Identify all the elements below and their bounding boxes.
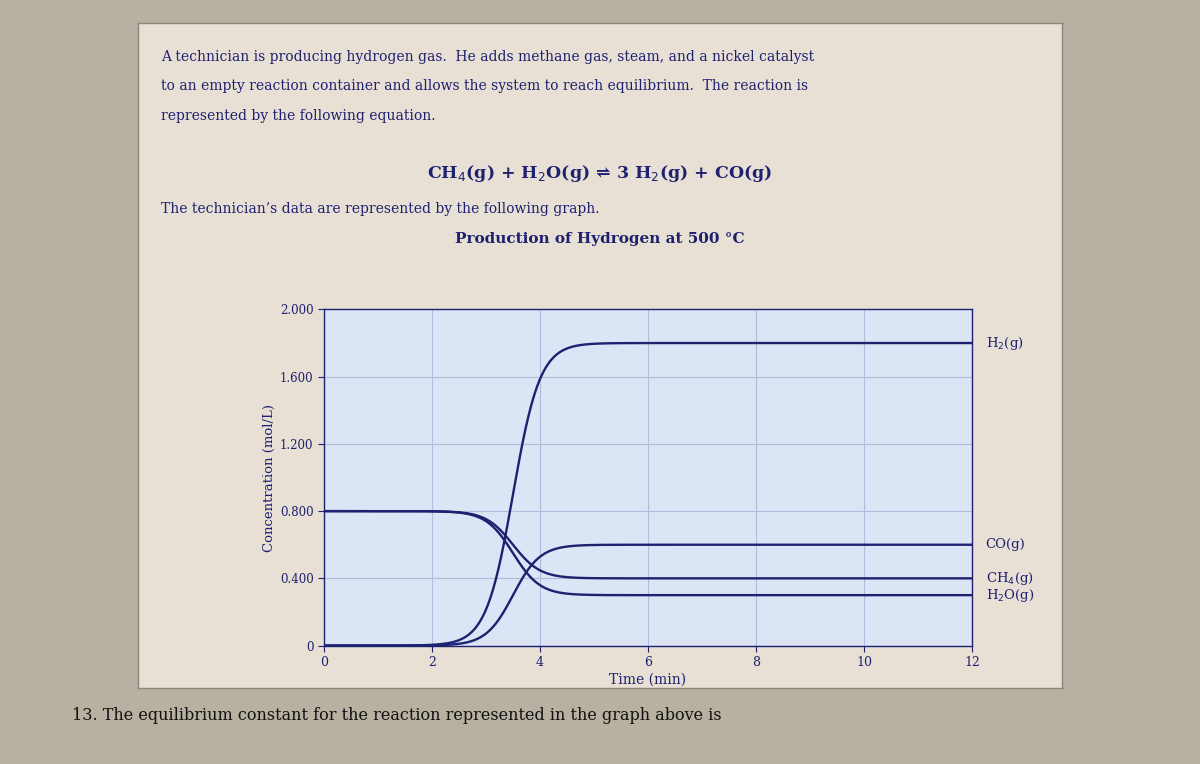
Text: 13. The equilibrium constant for the reaction represented in the graph above is: 13. The equilibrium constant for the rea…	[72, 707, 721, 724]
X-axis label: Time (min): Time (min)	[610, 673, 686, 687]
Text: A technician is producing hydrogen gas.  He adds methane gas, steam, and a nicke: A technician is producing hydrogen gas. …	[161, 50, 815, 63]
Y-axis label: Concentration (mol/L): Concentration (mol/L)	[263, 403, 276, 552]
Text: represented by the following equation.: represented by the following equation.	[161, 109, 436, 123]
Text: H$_2$(g): H$_2$(g)	[985, 335, 1024, 351]
Text: The technician’s data are represented by the following graph.: The technician’s data are represented by…	[161, 202, 600, 216]
Text: Production of Hydrogen at 500 °C: Production of Hydrogen at 500 °C	[455, 232, 745, 246]
Text: H$_2$O(g): H$_2$O(g)	[985, 587, 1034, 604]
Text: CH$_4$(g): CH$_4$(g)	[985, 570, 1033, 587]
Text: CO(g): CO(g)	[985, 538, 1025, 552]
Text: to an empty reaction container and allows the system to reach equilibrium.  The : to an empty reaction container and allow…	[161, 79, 809, 93]
Text: CH$_4$(g) + H$_2$O(g) ⇌ 3 H$_2$(g) + CO(g): CH$_4$(g) + H$_2$O(g) ⇌ 3 H$_2$(g) + CO(…	[427, 163, 773, 183]
